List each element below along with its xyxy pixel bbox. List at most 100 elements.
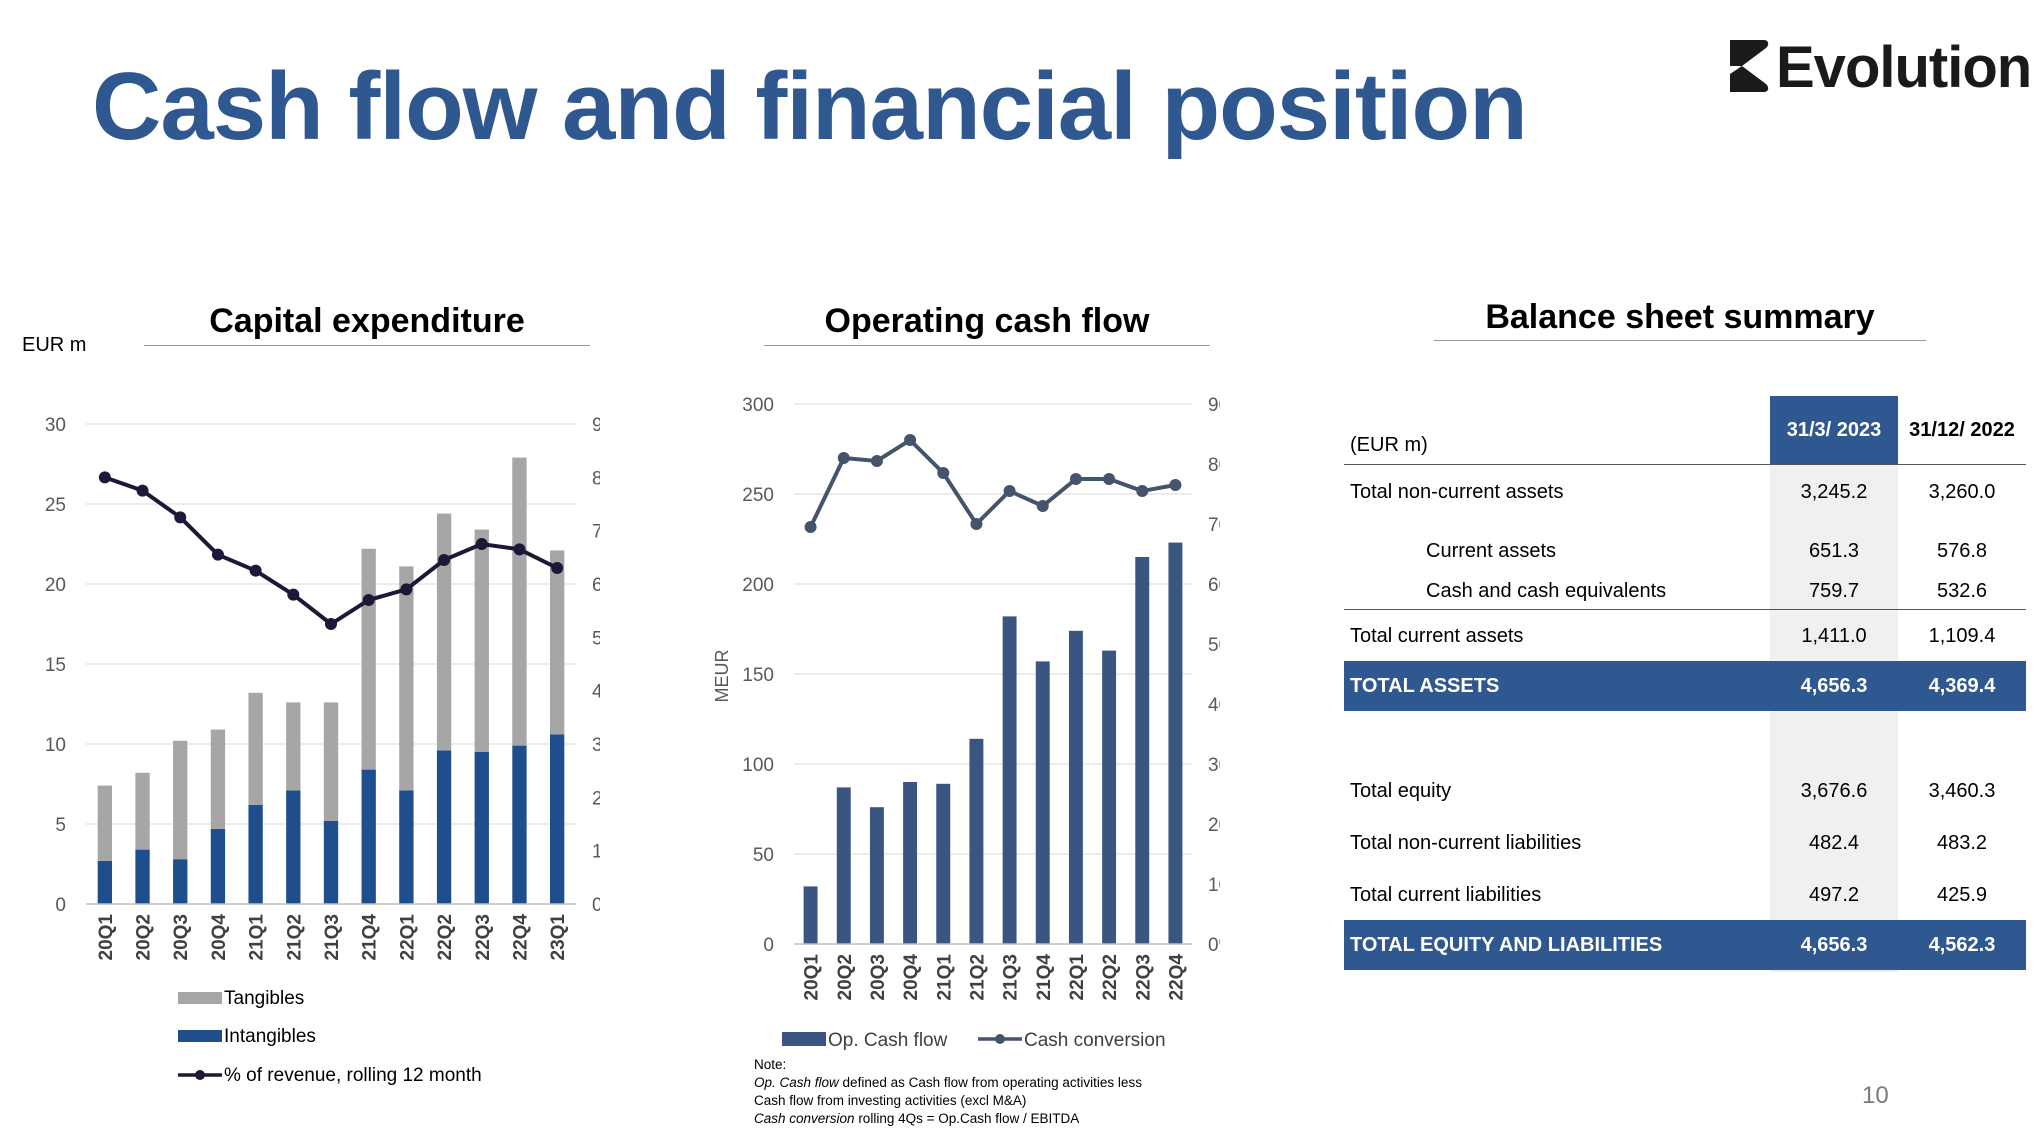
row-value-previous: 483.2 (1936, 832, 1988, 854)
line-point (904, 434, 917, 446)
row-value-current: 497.2 (1808, 884, 1860, 906)
row-label: Total non-current liabilities (1350, 832, 1582, 854)
legend-label-tangibles: Tangibles (224, 988, 304, 1009)
row-label: Cash and cash equivalents (1426, 580, 1667, 602)
bar-tangibles (549, 550, 565, 735)
bar-intangibles (361, 769, 376, 904)
row-value-current: 651.3 (1808, 540, 1860, 562)
bar-intangibles (436, 750, 452, 904)
y2-tick-label: 2% (592, 788, 600, 809)
row-rule (1344, 609, 2026, 610)
line-point (870, 455, 883, 467)
note-heading: Note: (754, 1057, 787, 1072)
note-op-cash-flow-term: Op. Cash flow (754, 1075, 839, 1090)
y-tick-label: 15 (45, 655, 66, 676)
line-point (513, 543, 526, 556)
col-header-previous: 31/12/ 2022 (1909, 419, 2015, 441)
x-tick-label: 22Q4 (1166, 954, 1187, 1001)
x-tick-label: 20Q4 (901, 954, 922, 1001)
y-tick-label: 5 (55, 815, 66, 836)
row-value-previous: 3,460.3 (1928, 780, 1996, 802)
y2-tick-label: 90% (1208, 395, 1220, 416)
y-tick-label: 25 (45, 495, 66, 516)
capex-legend: Tangibles Intangibles % of revenue, roll… (178, 988, 482, 1086)
y2-tick-label: 30% (1208, 755, 1220, 776)
line-point (1103, 473, 1116, 485)
x-tick-label: 21Q3 (1001, 954, 1022, 1000)
table-row: Cash and cash equivalents 759.7 532.6 (1344, 571, 2026, 611)
y2-tick-label: 4% (592, 682, 600, 703)
balance-sheet-title-rule (1434, 340, 1926, 341)
row-value-current: 3,245.2 (1800, 481, 1868, 503)
bar-op-cash-flow (1002, 616, 1017, 944)
y-tick-label: 200 (742, 575, 774, 596)
line-point (211, 548, 224, 561)
y2-tick-label: 9% (592, 415, 600, 436)
x-tick-label: 20Q4 (209, 914, 230, 961)
x-tick-label: 22Q3 (1133, 954, 1154, 1000)
x-tick-label: 22Q4 (510, 914, 531, 961)
x-tick-label: 20Q2 (134, 914, 155, 960)
x-tick-label: 21Q4 (1034, 954, 1055, 1001)
ocf-y-axis-label: MEUR (712, 650, 732, 703)
bar-intangibles (512, 745, 527, 904)
bar-intangibles (549, 734, 565, 904)
line-point (287, 588, 300, 601)
bar-op-cash-flow (869, 807, 884, 944)
legend-swatch-intangibles (178, 1030, 222, 1042)
bar-tangibles (474, 529, 489, 752)
ocf-title: Operating cash flow (824, 302, 1150, 340)
line-point (475, 538, 488, 550)
line-point (804, 521, 817, 533)
legend-swatch-op-cash-flow (782, 1032, 826, 1046)
bar-tangibles (286, 702, 301, 791)
line-point (970, 518, 983, 530)
y2-tick-label: 50% (1208, 635, 1220, 656)
y-tick-label: 300 (742, 395, 774, 416)
row-label: Total current assets (1350, 625, 1524, 647)
legend-label-pct: % of revenue, rolling 12 month (224, 1065, 482, 1086)
y2-tick-label: 5% (592, 628, 600, 649)
table-row: Current assets 651.3 576.8 (1344, 531, 2026, 571)
logo-text: Evolution (1776, 35, 2032, 100)
x-tick-label: 22Q1 (397, 914, 418, 961)
x-tick-label: 21Q1 (247, 914, 268, 961)
row-label: TOTAL ASSETS (1350, 675, 1500, 697)
page-title: Cash flow and financial position (92, 53, 1528, 160)
total-equity-liabilities-row: TOTAL EQUITY AND LIABILITIES 4,656.3 4,5… (1344, 920, 2026, 970)
line-point (136, 484, 149, 497)
ocf-chart: 0 50 100 150 200 250 300 0% 10% 20% 30% 40% 50% 60% 7… (712, 395, 1220, 1051)
bar-op-cash-flow (936, 783, 951, 944)
balance-sheet-unit: (EUR m) (1350, 434, 1428, 456)
x-tick-label: 21Q1 (934, 954, 955, 1001)
note-line2: Cash flow from investing activities (exc… (754, 1093, 1027, 1108)
bar-tangibles (436, 513, 452, 751)
capex-unit-label: EUR m (22, 334, 87, 356)
row-label: Total non-current assets (1350, 481, 1564, 503)
capex-chart: 0 5 10 15 20 25 30 0% 1% 2% 3% 4% 5% 6% 7% 8% 9% 20Q1 20… (45, 415, 600, 1086)
line-point (1069, 473, 1082, 485)
capex-title: Capital expenditure (209, 302, 525, 340)
x-tick-label: 22Q3 (473, 914, 494, 960)
bar-op-cash-flow (1068, 630, 1083, 944)
x-tick-label: 21Q2 (967, 954, 988, 1000)
y2-tick-label: 1% (592, 842, 600, 863)
legend-swatch-tangibles (178, 992, 222, 1004)
bar-tangibles (323, 702, 339, 821)
bar-intangibles (323, 820, 339, 904)
x-tick-label: 20Q3 (171, 914, 192, 960)
page-number: 10 (1862, 1082, 1889, 1109)
line-point (937, 467, 950, 479)
bar-tangibles (248, 692, 263, 805)
y2-tick-label: 6% (592, 575, 600, 596)
x-tick-label: 22Q2 (435, 914, 456, 960)
y2-tick-label: 8% (592, 468, 600, 489)
x-tick-label: 20Q1 (802, 954, 823, 1001)
evolution-logo-icon (1730, 40, 1769, 92)
row-label: Current assets (1426, 540, 1557, 562)
bar-op-cash-flow (1035, 661, 1050, 944)
row-value-current: 4,656.3 (1800, 675, 1868, 697)
balance-sheet-table: 31/3/ 2023 31/12/ 2022 (EUR m) Total non… (1344, 396, 2026, 972)
table-row: Total current liabilities 497.2 425.9 (1344, 875, 2026, 915)
total-assets-row: TOTAL ASSETS 4,656.3 4,369.4 (1344, 661, 2026, 711)
